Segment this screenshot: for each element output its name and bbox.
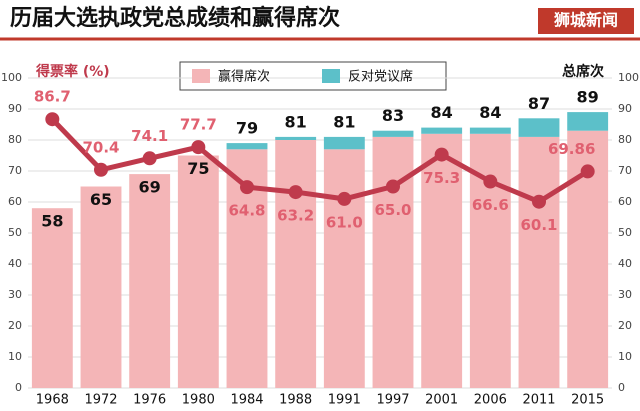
legend-swatch <box>192 69 210 83</box>
y2-tick-label: 100 <box>618 71 639 84</box>
legend-label: 反对党议席 <box>348 69 413 85</box>
total-label: 83 <box>382 106 404 125</box>
total-label: 87 <box>528 94 550 113</box>
bar <box>421 127 463 134</box>
value-label: 69.86 <box>548 140 595 158</box>
line-point <box>386 179 400 194</box>
x-tick-label: 1968 <box>36 393 69 408</box>
y2-tick-label: 10 <box>618 350 632 363</box>
line-point <box>240 180 254 195</box>
y2-tick-label: 0 <box>618 381 625 394</box>
x-tick-label: 1980 <box>182 393 215 408</box>
x-tick-label: 1972 <box>84 393 117 408</box>
legend-label: 赢得席次 <box>218 69 270 85</box>
total-label: 84 <box>431 103 453 122</box>
x-tick-label: 2011 <box>522 393 555 408</box>
x-tick-label: 1997 <box>376 393 409 408</box>
line-point <box>191 140 206 155</box>
y2-tick-label: 20 <box>618 319 632 332</box>
value-label: 64.8 <box>228 202 265 220</box>
line-point <box>532 194 546 209</box>
y-tick-label: 70 <box>8 164 22 177</box>
value-label: 65.0 <box>374 201 411 219</box>
line-point <box>434 147 449 162</box>
bar <box>469 127 511 134</box>
y2-tick-label: 80 <box>618 133 632 146</box>
y-tick-label: 30 <box>8 288 22 301</box>
x-tick-label: 1976 <box>133 393 166 408</box>
bar <box>323 136 365 150</box>
y-tick-label: 10 <box>8 350 22 363</box>
bar <box>323 149 365 388</box>
bar <box>518 136 560 388</box>
line-point <box>288 185 303 200</box>
value-label: 74.1 <box>131 127 168 145</box>
chart-title: 历届大选执政党总成绩和赢得席次 <box>10 5 340 31</box>
total-label: 89 <box>577 88 599 107</box>
total-label: 69 <box>139 178 161 197</box>
bar <box>518 118 560 137</box>
value-label: 70.4 <box>82 138 119 156</box>
y2-tick-label: 50 <box>618 226 632 239</box>
value-label: 60.1 <box>520 216 557 234</box>
total-label: 81 <box>333 112 355 131</box>
bar <box>226 143 268 150</box>
line-point <box>337 191 352 206</box>
bar <box>80 186 122 388</box>
y2-tick-label: 40 <box>618 257 632 270</box>
bar <box>421 133 463 388</box>
line-point <box>142 151 157 166</box>
value-label: 66.6 <box>472 196 509 214</box>
bar <box>129 174 171 388</box>
total-label: 75 <box>187 159 209 178</box>
x-tick-label: 1988 <box>279 393 312 408</box>
y-tick-label: 20 <box>8 319 22 332</box>
line <box>50 117 589 205</box>
y2-tick-label: 60 <box>618 195 632 208</box>
bar <box>567 112 609 131</box>
value-label: 75.3 <box>423 169 460 187</box>
source: 狮城新闻 <box>553 11 618 30</box>
x-tick-label: 1991 <box>328 393 361 408</box>
y2-tick-label: 70 <box>618 164 632 177</box>
bar <box>372 130 414 137</box>
total-label: 81 <box>285 112 307 131</box>
y-tick-label: 40 <box>8 257 22 270</box>
bar <box>177 155 219 388</box>
total-label: 84 <box>479 103 501 122</box>
value-label: 63.2 <box>277 207 314 225</box>
x-tick-label: 1984 <box>230 393 263 408</box>
line-point <box>580 164 595 179</box>
x-tick-label: 2015 <box>571 393 604 408</box>
x-tick-label: 2001 <box>425 393 458 408</box>
y-tick-label: 60 <box>8 195 22 208</box>
y-tick-label: 0 <box>15 381 22 394</box>
y-tick-label: 80 <box>8 133 22 146</box>
y-tick-label: 100 <box>1 71 22 84</box>
legend-swatch <box>322 69 340 83</box>
total-label: 58 <box>41 212 63 231</box>
y-axis-label: 得票率 (%) <box>35 63 110 80</box>
total-label: 65 <box>90 190 112 209</box>
y-tick-label: 90 <box>8 102 22 115</box>
bar <box>31 208 73 388</box>
value-label: 86.7 <box>34 88 71 106</box>
bar <box>275 140 317 388</box>
legend <box>179 61 447 91</box>
line-point <box>94 162 108 177</box>
total-label: 79 <box>236 119 258 138</box>
line-point <box>483 174 498 189</box>
source-badge <box>538 8 634 34</box>
line-point <box>45 112 60 127</box>
y2-tick-label: 30 <box>618 288 632 301</box>
y2-tick-label: 90 <box>618 102 632 115</box>
x-tick-label: 2006 <box>474 393 507 408</box>
value-label: 61.0 <box>326 213 363 231</box>
bar <box>275 136 317 140</box>
value-label: 77.7 <box>180 116 217 134</box>
y2-axis-label: 总席次 <box>562 63 604 80</box>
y-tick-label: 50 <box>8 226 22 239</box>
